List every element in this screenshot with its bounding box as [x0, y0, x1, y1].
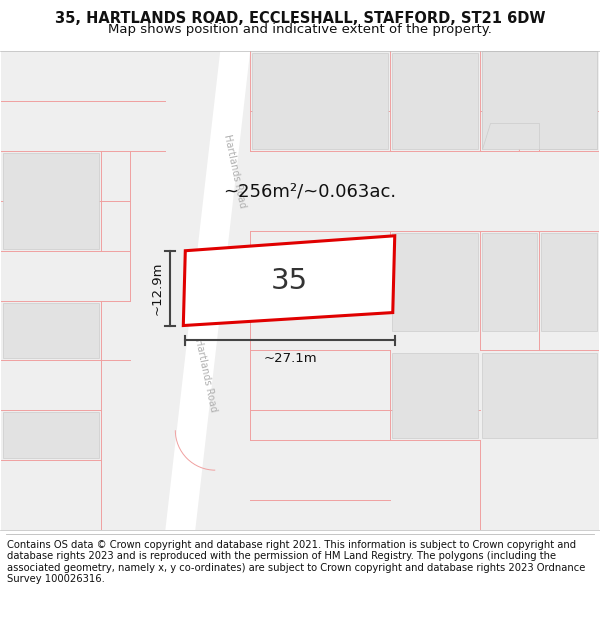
Text: ~27.1m: ~27.1m: [263, 352, 317, 366]
Bar: [252, 53, 388, 149]
Bar: [3, 302, 98, 359]
Polygon shape: [482, 51, 597, 149]
Bar: [392, 354, 478, 438]
Text: Contains OS data © Crown copyright and database right 2021. This information is : Contains OS data © Crown copyright and d…: [7, 539, 586, 584]
Text: 35, HARTLANDS ROAD, ECCLESHALL, STAFFORD, ST21 6DW: 35, HARTLANDS ROAD, ECCLESHALL, STAFFORD…: [55, 11, 545, 26]
Bar: [3, 412, 98, 458]
Text: 35: 35: [271, 267, 308, 295]
Bar: [3, 153, 98, 249]
Text: Map shows position and indicative extent of the property.: Map shows position and indicative extent…: [108, 23, 492, 36]
Text: Hartlands Road: Hartlands Road: [193, 338, 218, 413]
Bar: [392, 53, 478, 149]
Text: Hartlands Road: Hartlands Road: [223, 133, 248, 209]
Bar: [482, 354, 597, 438]
Bar: [392, 232, 478, 331]
Text: ~12.9m: ~12.9m: [151, 261, 163, 315]
Polygon shape: [482, 51, 597, 149]
Bar: [482, 232, 538, 331]
Text: ~256m²/~0.063ac.: ~256m²/~0.063ac.: [223, 183, 397, 201]
Bar: [541, 232, 597, 331]
Polygon shape: [166, 51, 250, 530]
Polygon shape: [184, 236, 395, 326]
